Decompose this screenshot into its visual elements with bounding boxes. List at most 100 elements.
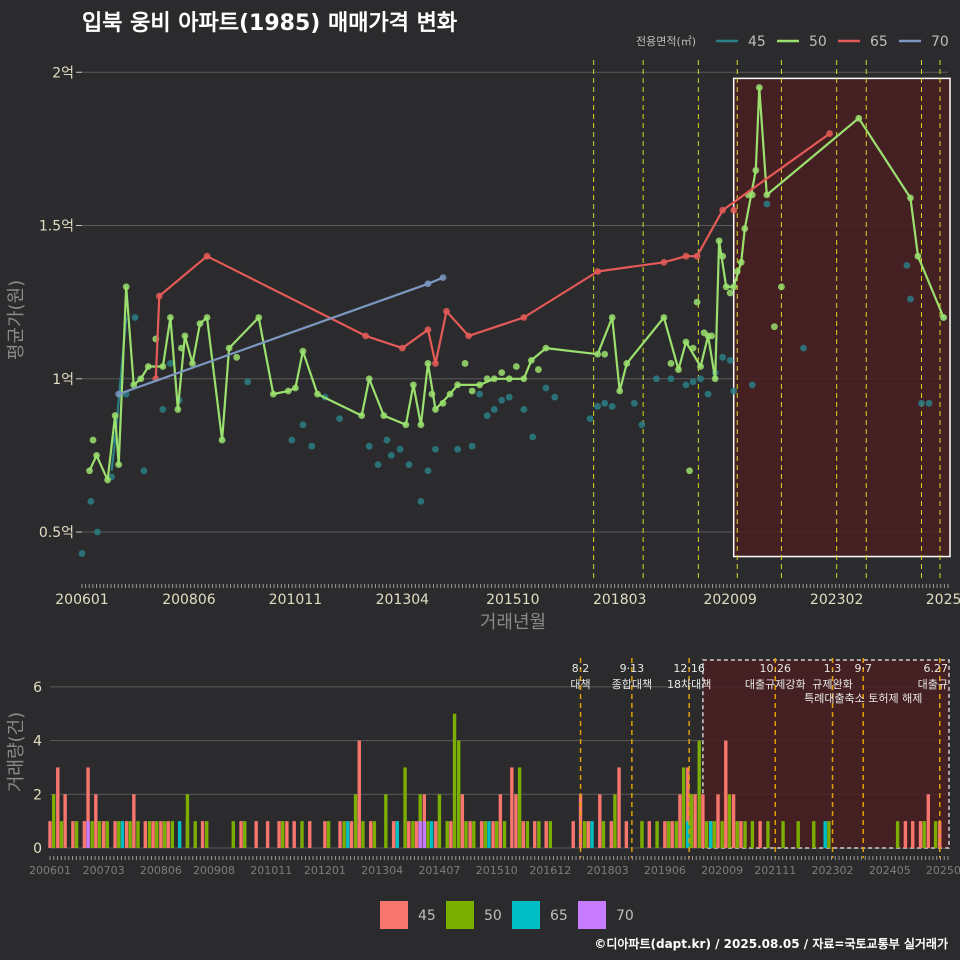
- bar-45-8: [113, 821, 117, 848]
- bottom-legend-key-70: [578, 901, 606, 929]
- series-50-point-58: [667, 360, 675, 367]
- series-50-point-87: [940, 314, 947, 321]
- series-50-point-86: [914, 252, 922, 260]
- top-x-tick-label-6: 202009: [703, 592, 756, 608]
- bar-50-19: [300, 821, 304, 848]
- top-x-tick-label-5: 201803: [593, 592, 646, 608]
- series-65-point-1: [155, 292, 163, 300]
- series-50-point-39: [454, 381, 461, 389]
- bar-65-1: [177, 821, 182, 848]
- bottom-x-axis: 200601 200703 200806 200908 201011 201201 2013…: [29, 856, 960, 877]
- bar-50-9: [147, 821, 152, 848]
- bar-50-3: [90, 821, 94, 848]
- series-45-point-2: [94, 528, 101, 536]
- top-y-tick-label-3: 2억: [52, 65, 74, 81]
- bar-series-45: [48, 740, 942, 848]
- series-50-point-48: [520, 375, 528, 383]
- bar-50-2: [74, 821, 79, 848]
- bar-50-16: [231, 821, 235, 848]
- series-50-point-33: [417, 421, 425, 429]
- event-date-3: 10.26: [760, 662, 792, 675]
- top-x-tick-label-8: 2025: [926, 592, 960, 608]
- top-series: [78, 84, 947, 557]
- series-45-point-48: [704, 390, 712, 398]
- series-50-point-7: [130, 381, 138, 389]
- bottom-x-tick-label-6: 201304: [361, 864, 403, 877]
- bar-45-30: [407, 821, 411, 848]
- bar-45-41: [514, 794, 518, 848]
- series-50-point-16: [189, 360, 196, 367]
- bar-45-28: [369, 821, 373, 848]
- series-45-point-31: [498, 396, 506, 404]
- series-45-point-39: [601, 399, 609, 407]
- bottom-x-tick-label-13: 202111: [754, 864, 796, 877]
- bar-45-42: [521, 821, 525, 848]
- series-line-65: [154, 132, 831, 379]
- event-label-3: 대출규제강화: [745, 678, 806, 691]
- event-date-4: 1.3: [824, 662, 842, 675]
- bar-45-36: [468, 821, 472, 848]
- series-45-point-13: [299, 421, 307, 429]
- series-50-point-76: [741, 225, 749, 232]
- bar-45-43: [533, 821, 537, 848]
- series-45-point-34: [529, 433, 537, 441]
- event-date-2: 12·16: [673, 662, 705, 675]
- bar-50-38: [495, 821, 499, 848]
- series-45-point-51: [726, 356, 734, 364]
- bar-50-1: [59, 821, 64, 848]
- series-50-point-71: [722, 283, 730, 291]
- series-50-point-15: [181, 332, 189, 340]
- series-50-point-35: [428, 390, 436, 398]
- bottom-x-tick-label-0: 200601: [29, 864, 71, 877]
- bar-45-52: [647, 821, 651, 848]
- event-label-4: 규제완화: [812, 678, 852, 691]
- legend-label-50: 50: [809, 34, 827, 50]
- top-y-tick-label-1: 1억: [52, 372, 74, 388]
- series-50-point-67: [708, 332, 716, 340]
- series-45-point-8: [159, 406, 167, 413]
- bottom-x-tick-label-10: 201803: [587, 864, 629, 877]
- bar-50-61: [766, 821, 770, 848]
- bottom-x-tick-label-3: 200908: [193, 864, 235, 877]
- series-45-point-20: [387, 451, 395, 459]
- series-45-point-6: [131, 314, 139, 321]
- series-50-point-9: [144, 363, 152, 370]
- bar-45-12: [151, 821, 155, 848]
- bar-50-50: [674, 821, 679, 848]
- top-y-tick-label-0: 0.5억: [39, 525, 74, 541]
- series-50-point-64: [697, 363, 704, 370]
- series-65-point-10: [594, 268, 602, 275]
- bar-45-37: [479, 821, 484, 848]
- top-x-tick-label-3: 201304: [376, 592, 430, 608]
- bar-45-7: [101, 821, 106, 848]
- series-45-point-23: [417, 497, 425, 505]
- legend-label-45: 45: [748, 34, 766, 50]
- bar-50-32: [445, 821, 449, 848]
- series-45-point-32: [505, 393, 513, 401]
- bottom-x-tick-label-15: 202405: [869, 864, 911, 877]
- series-50-point-41: [468, 387, 476, 395]
- bar-45-19: [265, 821, 270, 848]
- bar-45-21: [285, 821, 289, 848]
- bar-50-63: [796, 821, 800, 848]
- bar-50-59: [743, 821, 747, 848]
- bar-50-43: [548, 821, 553, 848]
- bar-50-52: [689, 794, 694, 848]
- series-50-point-75: [737, 258, 745, 266]
- bar-45-68: [926, 794, 930, 848]
- bar-50-53: [697, 740, 701, 848]
- bar-50-29: [418, 794, 422, 848]
- bar-50-28: [411, 821, 415, 848]
- series-45-point-12: [288, 436, 296, 444]
- bar-45-67: [918, 821, 923, 848]
- series-50-point-28: [358, 412, 366, 419]
- series-65: [152, 130, 833, 383]
- series-50-point-8: [137, 375, 145, 383]
- series-50-point-29: [365, 375, 373, 383]
- series-50-point-45: [498, 369, 506, 377]
- series-45-point-16: [336, 415, 343, 423]
- bar-50-55: [712, 821, 717, 848]
- series-50-point-51: [542, 344, 550, 352]
- bar-45-10: [132, 794, 136, 848]
- event-label-2: 18차대책: [667, 678, 711, 691]
